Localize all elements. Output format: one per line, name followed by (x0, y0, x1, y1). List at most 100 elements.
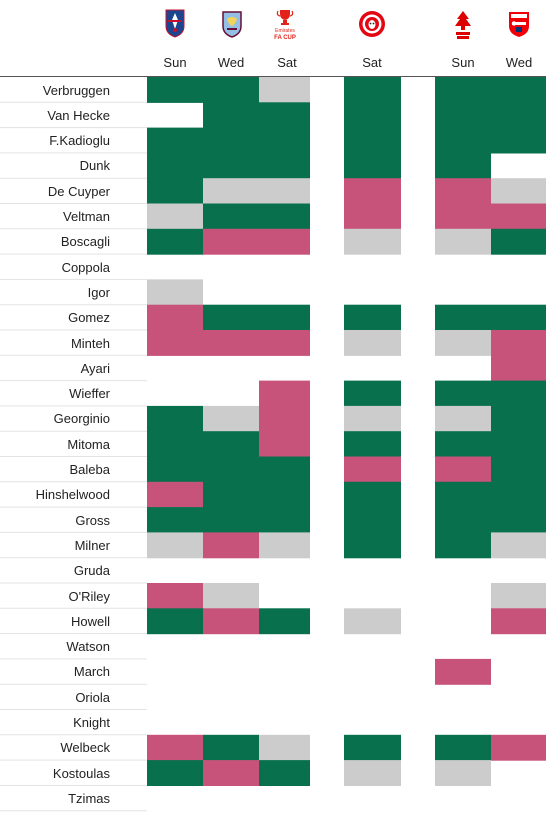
cell-gomez-m8 (491, 304, 546, 331)
cell-boscagli-m3 (259, 228, 310, 255)
cell-f-kadioglu-m5 (344, 127, 401, 154)
player-name: Gruda (73, 563, 110, 579)
player-name: Van Hecke (47, 107, 110, 123)
arsenal-crest (507, 10, 531, 38)
cell-f-kadioglu-m7 (435, 127, 491, 154)
crystal-palace-crest (164, 8, 186, 38)
cell-kostoulas-m1 (147, 760, 203, 786)
player-name: Hinshelwood (35, 487, 110, 503)
cell-gomez-m5 (344, 304, 401, 331)
player-name: Kostoulas (52, 765, 110, 781)
day-label-1: Sun (163, 55, 187, 70)
cell-boscagli-m5 (344, 228, 401, 255)
player-name: Oriola (75, 689, 110, 705)
player-name: Watson (66, 639, 110, 655)
cell-welbeck-m2 (203, 734, 259, 761)
cell-milner-m1 (147, 532, 203, 559)
cell-gomez-m2 (203, 304, 259, 331)
cell-veltman-m7 (435, 203, 491, 230)
cell-ayari-m8 (491, 355, 546, 382)
player-name: Gomez (68, 310, 110, 326)
cell-hinshelwood-m1 (147, 481, 203, 508)
player-name: Knight (73, 715, 110, 730)
cell-o-riley-m2 (203, 583, 259, 609)
cell-baleba-m1 (147, 456, 203, 483)
cell-verbruggen-m7 (435, 77, 491, 103)
cell-veltman-m1 (147, 203, 203, 230)
cell-minteh-m1 (147, 330, 203, 356)
cell-gross-m2 (203, 507, 259, 533)
cell-f-kadioglu-m3 (259, 127, 310, 154)
player-name: Coppola (61, 259, 110, 275)
cell-f-kadioglu-m2 (203, 127, 259, 154)
cell-hinshelwood-m2 (203, 481, 259, 508)
cell-verbruggen-m1 (147, 77, 203, 103)
cell-gross-m3 (259, 507, 310, 533)
player-name: Igor (87, 284, 110, 300)
cell-wieffer-m8 (491, 380, 546, 407)
cell-igor-m1 (147, 279, 203, 306)
cell-van-hecke-m8 (491, 102, 546, 129)
cell-gross-m8 (491, 507, 546, 533)
cell-kostoulas-m5 (344, 760, 401, 786)
cell-welbeck-m1 (147, 734, 203, 761)
player-name: Mitoma (67, 436, 110, 452)
cell-f-kadioglu-m8 (491, 127, 546, 154)
cell-dunk-m7 (435, 152, 491, 179)
cell-kostoulas-m3 (259, 760, 310, 786)
cell-georginio-m2 (203, 405, 259, 432)
cell-mitoma-m2 (203, 431, 259, 458)
cell-welbeck-m7 (435, 734, 491, 761)
cell-o-riley-m1 (147, 583, 203, 609)
cell-welbeck-m8 (491, 734, 546, 761)
cell-de-cuyper-m7 (435, 178, 491, 205)
cell-dunk-m1 (147, 152, 203, 179)
cell-welbeck-m5 (344, 734, 401, 761)
cell-mitoma-m1 (147, 431, 203, 458)
cell-verbruggen-m3 (259, 77, 310, 103)
cell-wieffer-m5 (344, 380, 401, 407)
player-name: Georginio (53, 411, 110, 427)
cell-hinshelwood-m5 (344, 481, 401, 508)
cell-minteh-m3 (259, 330, 310, 356)
cell-dunk-m5 (344, 152, 401, 179)
cell-kostoulas-m2 (203, 760, 259, 786)
cell-veltman-m2 (203, 203, 259, 230)
cell-howell-m1 (147, 608, 203, 635)
player-name: Howell (70, 613, 110, 629)
cell-boscagli-m1 (147, 228, 203, 255)
cell-gross-m5 (344, 507, 401, 533)
player-name: De Cuyper (47, 183, 110, 199)
cell-georginio-m7 (435, 405, 491, 432)
player-name: Baleba (69, 462, 110, 477)
cell-georginio-m5 (344, 405, 401, 432)
cell-milner-m3 (259, 532, 310, 559)
day-label-2: Wed (217, 55, 245, 70)
cell-hinshelwood-m8 (491, 481, 546, 508)
cell-howell-m2 (203, 608, 259, 635)
cell-march-m7 (435, 658, 491, 685)
cell-gross-m1 (147, 507, 203, 533)
brentford-crest (358, 10, 386, 38)
player-name: Gross (75, 512, 110, 528)
cell-minteh-m2 (203, 330, 259, 356)
cell-boscagli-m8 (491, 228, 546, 255)
player-name: Tzimas (68, 790, 110, 806)
player-name: Welbeck (60, 740, 110, 756)
cell-minteh-m7 (435, 330, 491, 356)
player-name: Minteh (70, 335, 110, 351)
cell-gomez-m7 (435, 304, 491, 331)
cell-gomez-m1 (147, 304, 203, 331)
cell-georginio-m1 (147, 405, 203, 432)
cell-de-cuyper-m5 (344, 178, 401, 205)
cell-milner-m2 (203, 532, 259, 559)
cell-van-hecke-m3 (259, 102, 310, 129)
cell-f-kadioglu-m1 (147, 127, 203, 154)
cell-baleba-m2 (203, 456, 259, 483)
cell-van-hecke-m7 (435, 102, 491, 129)
cell-de-cuyper-m8 (491, 178, 546, 205)
player-name: Veltman (63, 209, 110, 224)
cell-baleba-m8 (491, 456, 546, 483)
cell-minteh-m8 (491, 330, 546, 356)
cell-kostoulas-m7 (435, 760, 491, 786)
